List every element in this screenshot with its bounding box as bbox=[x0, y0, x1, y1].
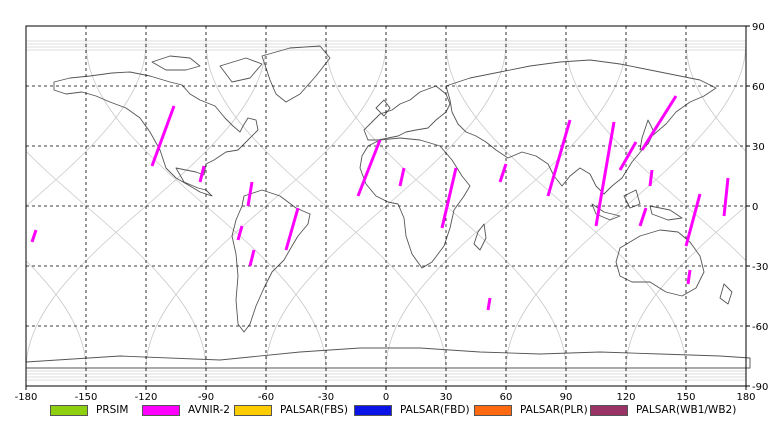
avnir2-swath bbox=[722, 177, 730, 217]
legend-swatch bbox=[234, 404, 272, 416]
avnir2-swath bbox=[686, 269, 692, 285]
legend-item: PALSAR(FBD) bbox=[354, 402, 470, 418]
avnir2-swath bbox=[248, 249, 256, 267]
avnir2-swath bbox=[594, 121, 616, 227]
avnir2-swath bbox=[198, 165, 206, 183]
x-tick-label: 30 bbox=[440, 392, 453, 403]
y-tick-label: 30 bbox=[752, 142, 765, 153]
legend-label: PRSIM bbox=[96, 404, 129, 416]
legend-label: AVNIR-2 bbox=[188, 404, 230, 416]
y-tick-label: -60 bbox=[752, 322, 768, 333]
x-tick-label: -180 bbox=[15, 392, 38, 403]
avnir2-swaths bbox=[30, 95, 730, 311]
legend-item: PALSAR(FBS) bbox=[234, 402, 348, 418]
legend-swatch bbox=[50, 404, 88, 416]
legend-swatch bbox=[474, 404, 512, 416]
avnir2-swath bbox=[284, 207, 300, 251]
y-tick-label: 60 bbox=[752, 82, 765, 93]
x-tick-label: 60 bbox=[500, 392, 513, 403]
avnir2-swath bbox=[486, 297, 492, 311]
legend-item: PRSIM bbox=[50, 402, 128, 418]
x-tick-label: -60 bbox=[258, 392, 274, 403]
avnir2-swath bbox=[618, 141, 638, 171]
axis-ticks: -180 -150 -120 -90 -60 -30 0 30 60 90 120 150 180 90 6… bbox=[15, 22, 769, 403]
legend-label: PALSAR(PLR) bbox=[520, 404, 588, 416]
x-tick-label: -90 bbox=[198, 392, 214, 403]
avnir2-swath bbox=[440, 167, 458, 229]
legend-item: AVNIR-2 bbox=[142, 402, 230, 418]
avnir2-swath bbox=[640, 95, 678, 151]
x-tick-label: -150 bbox=[75, 392, 98, 403]
avnir2-swath bbox=[30, 229, 38, 243]
legend-swatch bbox=[142, 404, 180, 416]
avnir2-swath bbox=[356, 139, 382, 197]
x-tick-label: 180 bbox=[736, 392, 755, 403]
legend-swatch bbox=[354, 404, 392, 416]
legend-label: PALSAR(WB1/WB2) bbox=[636, 404, 737, 416]
x-tick-label: -120 bbox=[135, 392, 158, 403]
y-tick-label: -90 bbox=[752, 382, 768, 393]
avnir2-swath bbox=[236, 225, 244, 241]
coastlines bbox=[25, 45, 751, 369]
avnir2-swath bbox=[684, 193, 702, 247]
x-tick-label: 0 bbox=[383, 392, 389, 403]
avnir2-swath bbox=[150, 105, 176, 167]
avnir2-swath bbox=[398, 167, 406, 187]
legend-swatch bbox=[590, 404, 628, 416]
graticule bbox=[26, 26, 746, 386]
legend-item: PALSAR(WB1/WB2) bbox=[590, 402, 736, 418]
y-tick-label: 0 bbox=[752, 202, 758, 213]
avnir2-swath bbox=[498, 163, 508, 183]
avnir2-swath bbox=[246, 181, 254, 207]
x-tick-label: 150 bbox=[676, 392, 695, 403]
x-tick-label: 90 bbox=[560, 392, 573, 403]
avnir2-swath bbox=[546, 119, 572, 197]
y-tick-label: 90 bbox=[752, 22, 765, 33]
legend-item: PALSAR(PLR) bbox=[474, 402, 588, 418]
x-tick-label: -30 bbox=[318, 392, 334, 403]
orbit-tracks bbox=[26, 40, 746, 381]
y-tick-label: -30 bbox=[752, 262, 768, 273]
legend: PRSIM AVNIR-2 PALSAR(FBS) PALSAR(FBD) PALSAR… bbox=[0, 402, 770, 422]
orbit-track-lines bbox=[26, 41, 746, 371]
avnir2-swath bbox=[638, 207, 648, 227]
x-tick-label: 120 bbox=[616, 392, 635, 403]
legend-label: PALSAR(FBD) bbox=[400, 404, 470, 416]
avnir2-swath bbox=[648, 169, 654, 187]
legend-label: PALSAR(FBS) bbox=[280, 404, 348, 416]
